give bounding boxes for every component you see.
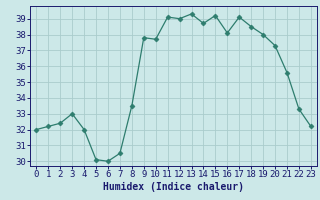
X-axis label: Humidex (Indice chaleur): Humidex (Indice chaleur) xyxy=(103,182,244,192)
